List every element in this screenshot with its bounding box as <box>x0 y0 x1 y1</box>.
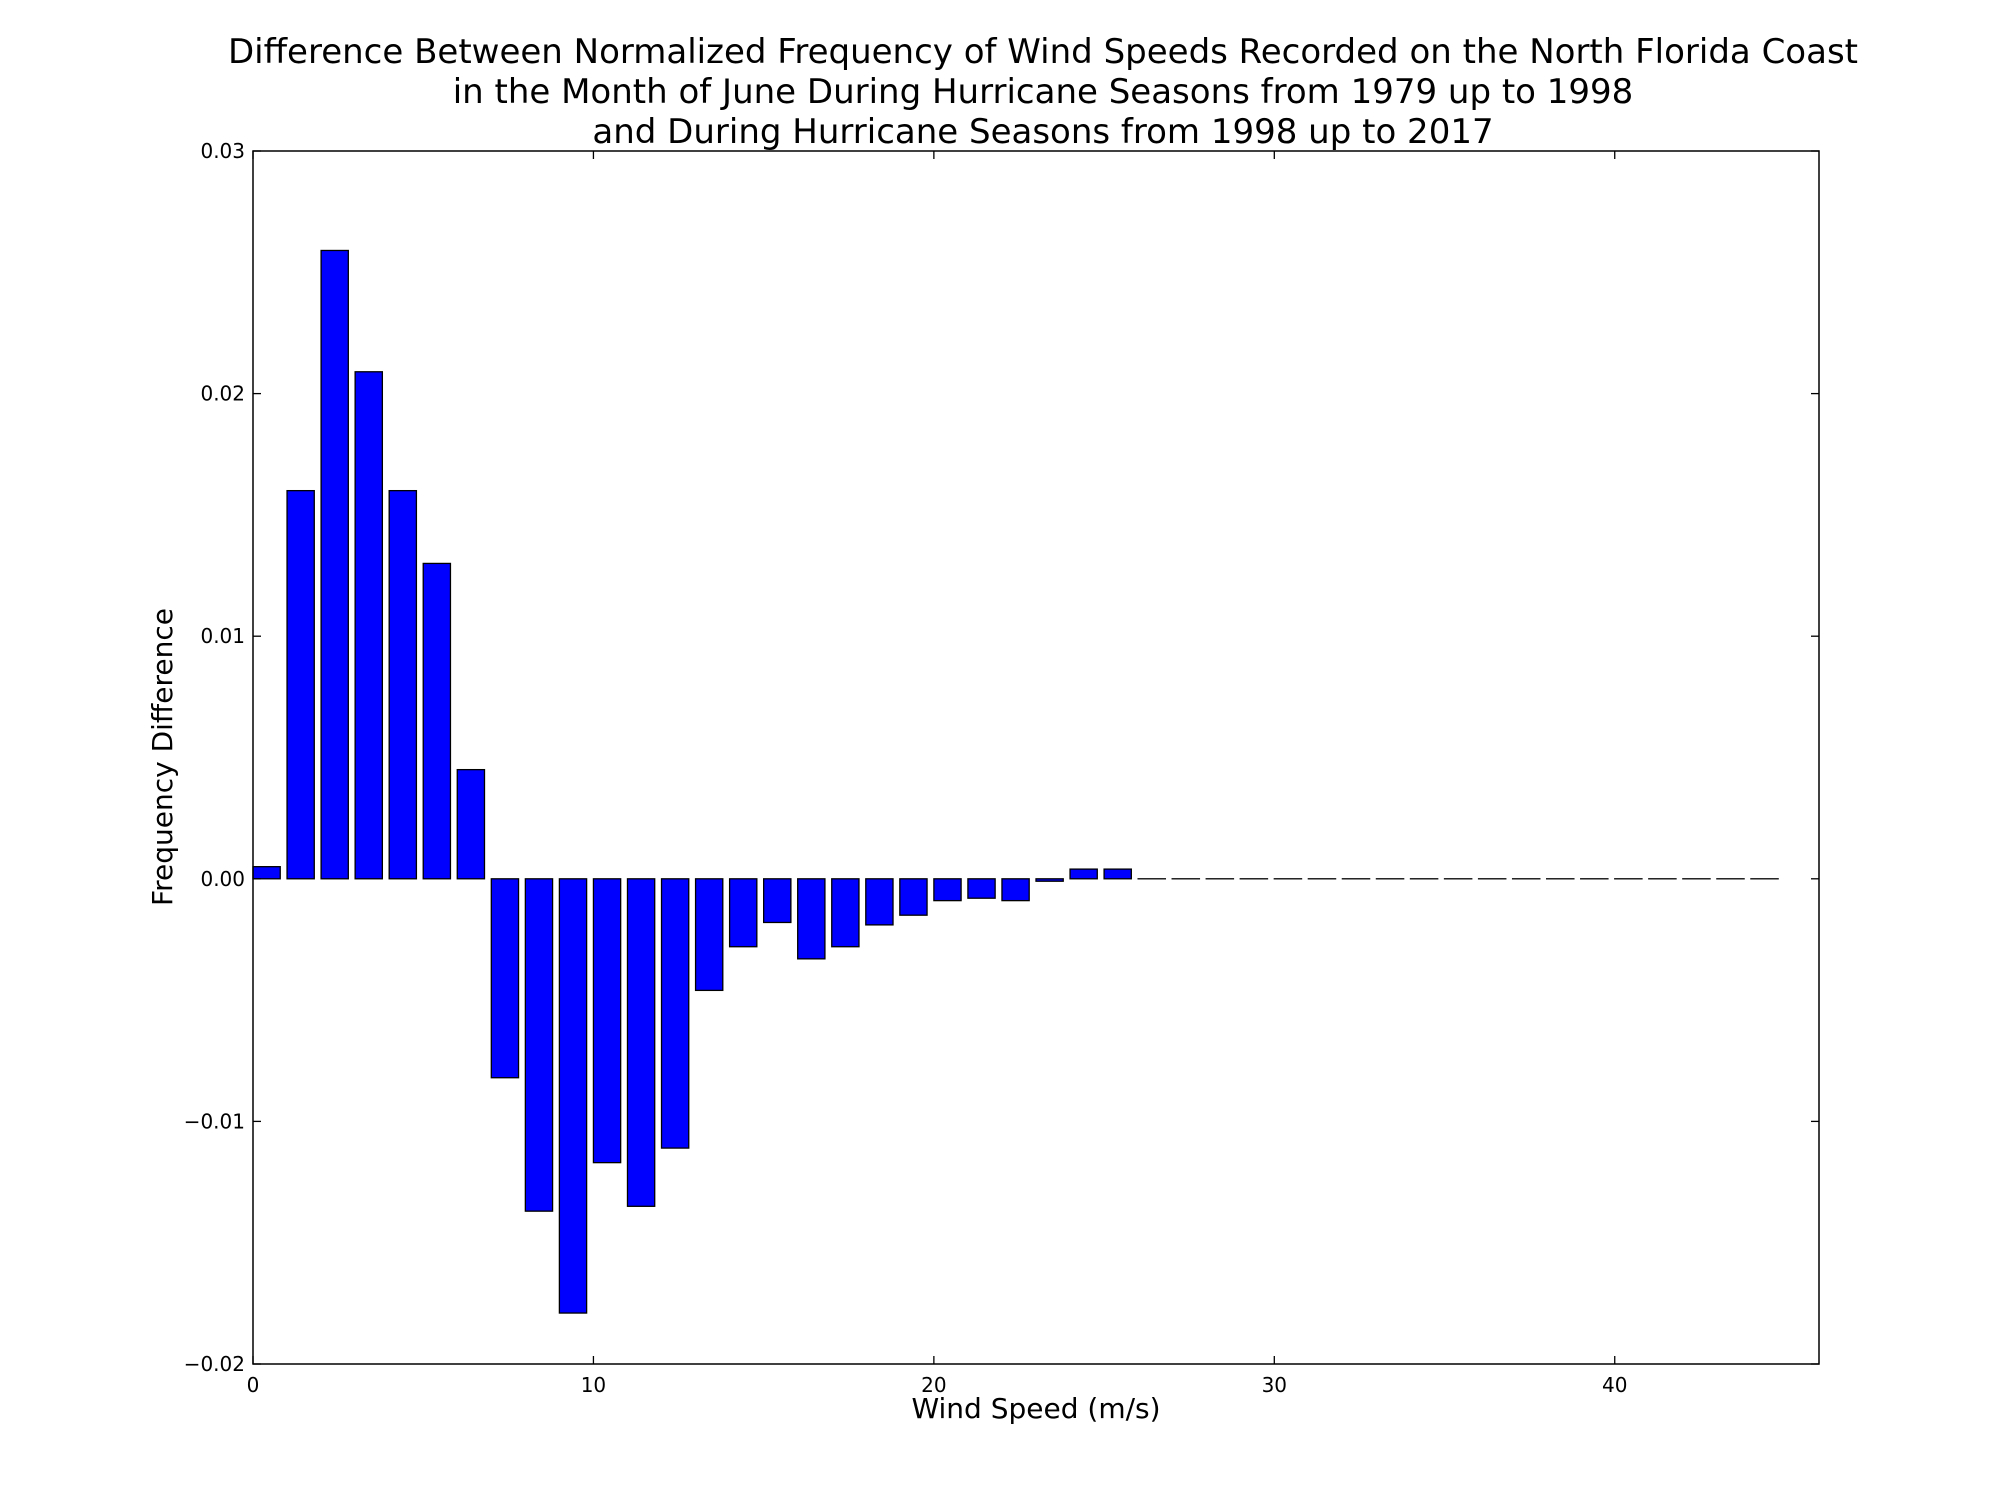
bar <box>933 878 962 902</box>
bar <box>320 249 349 880</box>
x-tick-label: 10 <box>581 1373 606 1397</box>
bar <box>354 371 384 880</box>
x-tick-label: 0 <box>247 1373 260 1397</box>
bar <box>558 878 588 1314</box>
y-tick-label: −0.02 <box>184 1352 245 1376</box>
bar <box>490 878 520 1079</box>
chart-title-line-2: in the Month of June During Hurricane Se… <box>453 72 1634 112</box>
bar <box>660 878 690 1149</box>
bars <box>252 249 1779 1314</box>
bar <box>252 866 281 880</box>
chart-title-line-1: Difference Between Normalized Frequency … <box>228 32 1858 72</box>
plot-area-frame <box>252 150 1820 1365</box>
bar <box>967 878 996 899</box>
bar <box>524 878 554 1212</box>
chart-title-line-3: and During Hurricane Seasons from 1998 u… <box>592 112 1493 152</box>
bar <box>694 878 724 992</box>
bar <box>456 768 486 880</box>
bar <box>728 878 758 948</box>
bar <box>592 878 622 1164</box>
bar <box>1069 868 1098 880</box>
y-tick-label: 0.02 <box>200 382 245 406</box>
y-axis-label: Frequency Difference <box>146 608 179 906</box>
y-tick-label: 0.00 <box>200 867 245 891</box>
bar <box>388 489 418 880</box>
bar <box>626 878 656 1207</box>
bar <box>865 878 894 926</box>
x-tick-label: 30 <box>1262 1373 1287 1397</box>
bar <box>422 562 452 880</box>
bar <box>831 878 860 948</box>
x-axis-label: Wind Speed (m/s) <box>911 1392 1160 1425</box>
chart-title: Difference Between Normalized Frequency … <box>228 32 1858 152</box>
bar <box>1103 868 1132 880</box>
y-tick-label: 0.03 <box>200 139 245 163</box>
y-tick-label: −0.01 <box>184 1109 245 1133</box>
bar <box>797 878 826 960</box>
x-tick-label: 40 <box>1602 1373 1627 1397</box>
bar <box>286 489 315 880</box>
y-axis-ticks: −0.02 −0.01 0.00 0.01 0.02 0.03 <box>184 139 1819 1376</box>
bar <box>1035 878 1064 882</box>
bar <box>763 878 792 924</box>
x-axis-ticks: 0 10 20 30 40 <box>247 151 1627 1397</box>
bar <box>1001 878 1030 902</box>
y-tick-label: 0.01 <box>200 624 245 648</box>
bar <box>899 878 928 916</box>
x-tick-label: 20 <box>921 1373 946 1397</box>
